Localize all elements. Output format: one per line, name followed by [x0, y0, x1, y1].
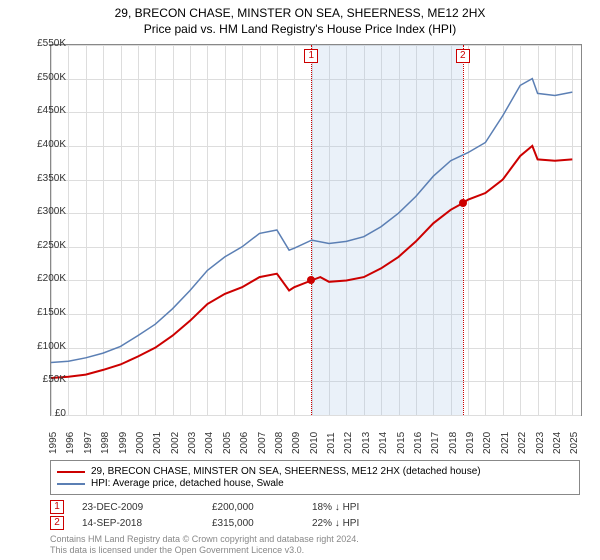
x-axis-label: 2003 [187, 432, 198, 454]
x-axis-label: 2004 [204, 432, 215, 454]
legend-swatch-hpi [57, 483, 85, 485]
x-axis-label: 2013 [361, 432, 372, 454]
x-axis-label: 2024 [552, 432, 563, 454]
x-axis-label: 2021 [500, 432, 511, 454]
sale-marker-1: 1 [50, 500, 64, 514]
x-axis-label: 2009 [291, 432, 302, 454]
y-axis-label: £250K [22, 240, 66, 251]
sale-diff-2: 22% ↓ HPI [312, 518, 412, 529]
y-axis-label: £100K [22, 341, 66, 352]
chart-container: 29, BRECON CHASE, MINSTER ON SEA, SHEERN… [0, 0, 600, 560]
x-axis-label: 2002 [170, 432, 181, 454]
x-axis-label: 2012 [343, 432, 354, 454]
y-axis-label: £450K [22, 105, 66, 116]
sales-row: 1 23-DEC-2009 £200,000 18% ↓ HPI [50, 500, 412, 514]
chart-title-block: 29, BRECON CHASE, MINSTER ON SEA, SHEERN… [0, 0, 600, 36]
x-axis-label: 2015 [396, 432, 407, 454]
y-axis-label: £150K [22, 307, 66, 318]
x-axis-label: 2001 [152, 432, 163, 454]
sale-dot [459, 199, 467, 207]
x-axis-label: 2000 [135, 432, 146, 454]
x-axis-label: 1999 [118, 432, 129, 454]
x-axis-label: 2007 [257, 432, 268, 454]
sale-date-2: 14-SEP-2018 [82, 518, 212, 529]
sale-diff-1: 18% ↓ HPI [312, 502, 412, 513]
sale-price-1: £200,000 [212, 502, 312, 513]
plot-area: 12 [50, 44, 582, 416]
legend-label-hpi: HPI: Average price, detached house, Swal… [91, 478, 284, 489]
sale-dot [307, 276, 315, 284]
x-axis-label: 1998 [100, 432, 111, 454]
sale-marker-box: 1 [304, 49, 318, 63]
footer-line2: This data is licensed under the Open Gov… [50, 545, 359, 556]
y-axis-label: £350K [22, 173, 66, 184]
chart-title-address: 29, BRECON CHASE, MINSTER ON SEA, SHEERN… [0, 6, 600, 20]
legend-row-hpi: HPI: Average price, detached house, Swal… [57, 478, 573, 489]
sales-table: 1 23-DEC-2009 £200,000 18% ↓ HPI 2 14-SE… [50, 498, 412, 532]
x-axis-label: 2017 [430, 432, 441, 454]
legend-row-property: 29, BRECON CHASE, MINSTER ON SEA, SHEERN… [57, 466, 573, 477]
x-axis-label: 2019 [465, 432, 476, 454]
x-axis-label: 2023 [535, 432, 546, 454]
x-axis-label: 2006 [239, 432, 250, 454]
y-axis-label: £50K [22, 374, 66, 385]
chart-footer: Contains HM Land Registry data © Crown c… [50, 534, 359, 556]
sale-marker-box: 2 [456, 49, 470, 63]
y-axis-label: £400K [22, 139, 66, 150]
x-axis-label: 2020 [482, 432, 493, 454]
y-axis-label: £300K [22, 206, 66, 217]
x-axis-label: 2005 [222, 432, 233, 454]
x-axis-label: 1995 [48, 432, 59, 454]
y-axis-label: £500K [22, 72, 66, 83]
sale-price-2: £315,000 [212, 518, 312, 529]
footer-line1: Contains HM Land Registry data © Crown c… [50, 534, 359, 545]
chart-title-subtitle: Price paid vs. HM Land Registry's House … [0, 22, 600, 36]
x-axis-label: 2010 [309, 432, 320, 454]
x-axis-label: 1996 [65, 432, 76, 454]
sale-date-1: 23-DEC-2009 [82, 502, 212, 513]
x-axis-label: 2011 [326, 432, 337, 454]
x-axis-label: 2008 [274, 432, 285, 454]
y-axis-label: £550K [22, 38, 66, 49]
legend: 29, BRECON CHASE, MINSTER ON SEA, SHEERN… [50, 460, 580, 495]
x-axis-label: 2016 [413, 432, 424, 454]
x-axis-label: 1997 [83, 432, 94, 454]
legend-label-property: 29, BRECON CHASE, MINSTER ON SEA, SHEERN… [91, 466, 481, 477]
sale-marker-2: 2 [50, 516, 64, 530]
x-axis-label: 2025 [569, 432, 580, 454]
x-axis-label: 2018 [448, 432, 459, 454]
x-axis-label: 2022 [517, 432, 528, 454]
y-axis-label: £0 [22, 408, 66, 419]
x-axis-label: 2014 [378, 432, 389, 454]
sales-row: 2 14-SEP-2018 £315,000 22% ↓ HPI [50, 516, 412, 530]
chart-lines [51, 45, 581, 415]
legend-swatch-property [57, 471, 85, 473]
y-axis-label: £200K [22, 273, 66, 284]
